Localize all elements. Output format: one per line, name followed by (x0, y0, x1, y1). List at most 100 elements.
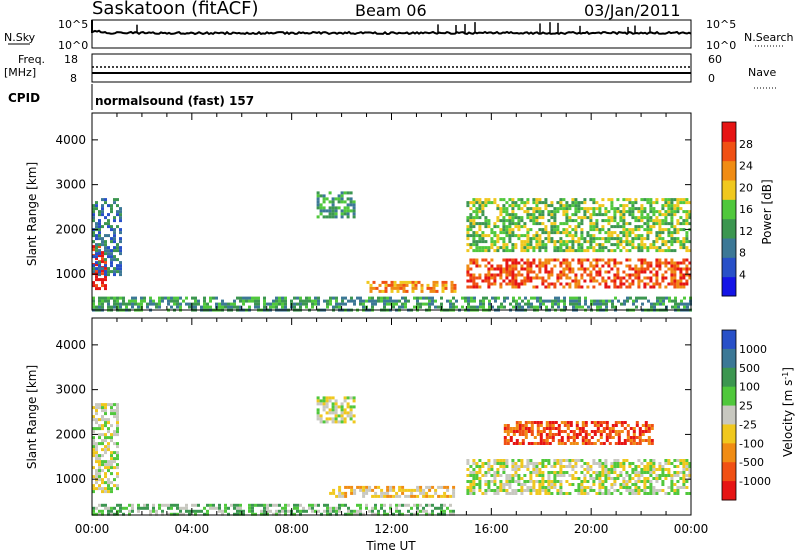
heatmap-cell (592, 234, 596, 238)
heatmap-cell (349, 197, 353, 201)
heatmap-cell (505, 459, 509, 462)
heatmap-cell (487, 276, 491, 280)
heatmap-cell (601, 483, 605, 486)
heatmap-cell (584, 299, 587, 303)
heatmap-cell (322, 200, 326, 204)
heatmap-cell (601, 471, 605, 474)
heatmap-cell (661, 489, 665, 492)
heatmap-cell (608, 442, 612, 445)
heatmap-cell (405, 283, 409, 287)
heatmap-cell (688, 249, 692, 253)
heatmap-cell (478, 465, 482, 468)
heatmap-cell (316, 417, 320, 421)
heatmap-cell (598, 465, 602, 468)
heatmap-cell (559, 231, 563, 235)
heatmap-cell (544, 198, 548, 202)
heatmap-cell (104, 249, 107, 253)
heatmap-cell (532, 471, 536, 474)
heatmap-cell (529, 459, 533, 462)
heatmap-cell (98, 427, 101, 431)
heatmap-cell (523, 480, 527, 483)
heatmap-cell (368, 488, 372, 492)
heatmap-cell (673, 225, 677, 229)
heatmap-cell (281, 305, 284, 309)
heatmap-cell (613, 231, 617, 235)
heatmap-cell (536, 433, 540, 436)
heatmap-cell (611, 305, 614, 309)
heatmap-cell (638, 427, 642, 430)
heatmap-cell (484, 462, 488, 465)
heatmap-cell (398, 509, 401, 513)
heatmap-cell (95, 269, 98, 273)
heatmap-cell (658, 264, 662, 268)
heatmap-cell (107, 270, 110, 274)
heatmap-cell (272, 305, 275, 309)
heatmap-cell (349, 396, 353, 400)
heatmap-cell (353, 512, 356, 516)
heatmap-cell (505, 282, 509, 286)
heatmap-cell (95, 257, 98, 261)
heatmap-cell (535, 465, 539, 468)
heatmap-cell (553, 264, 557, 268)
heatmap-cell (586, 240, 590, 244)
heatmap-cell (173, 302, 176, 306)
heatmap-cell (98, 237, 101, 241)
heatmap-cell (499, 459, 503, 462)
heatmap-cell (581, 427, 585, 430)
heatmap-cell (646, 231, 650, 235)
heatmap-cell (640, 246, 644, 250)
heatmap-cell (98, 213, 101, 217)
heatmap-cell (95, 267, 98, 271)
heatmap-cell (643, 465, 647, 468)
heatmap-cell (346, 396, 350, 400)
heatmap-cell (484, 240, 488, 244)
heatmap-cell (574, 213, 578, 217)
heatmap-cell (523, 246, 527, 250)
heatmap-cell (557, 302, 560, 306)
heatmap-cell (514, 480, 518, 483)
heatmap-cell (365, 485, 369, 489)
heatmap-cell (526, 198, 530, 202)
heatmap-cell (395, 509, 398, 513)
heatmap-cell (472, 222, 476, 226)
heatmap-cell (538, 240, 542, 244)
heatmap-cell (673, 267, 677, 271)
heatmap-cell (508, 225, 512, 229)
heatmap-cell (399, 283, 403, 287)
heatmap-cell (541, 471, 545, 474)
heatmap-cell (604, 474, 608, 477)
heatmap-cell (553, 240, 557, 244)
heatmap-cell (478, 483, 482, 486)
heatmap-cell (613, 489, 617, 492)
heatmap-cell (527, 430, 531, 433)
heatmap-cell (650, 302, 653, 306)
heatmap-cell (628, 474, 632, 477)
heatmap-cell (610, 471, 614, 474)
heatmap-cell (416, 302, 419, 306)
heatmap-cell (319, 194, 323, 198)
heatmap-cell (119, 228, 122, 232)
heatmap-cell (601, 480, 605, 483)
heatmap-cell (571, 258, 575, 262)
heatmap-cell (113, 270, 116, 274)
heatmap-cell (487, 261, 491, 265)
heatmap-cell (113, 484, 116, 488)
noise-panel: N.Sky 10^5 10^0 10^5 10^0 N.Search (4, 18, 794, 52)
heatmap-cell (493, 492, 497, 495)
heatmap-cell (517, 273, 521, 277)
heatmap-cell (670, 201, 674, 205)
heatmap-cell (194, 305, 197, 309)
heatmap-cell (613, 219, 617, 223)
heatmap-cell (343, 212, 347, 216)
heatmap-cell (628, 477, 632, 480)
heatmap-cell (673, 279, 677, 283)
heatmap-cell (565, 264, 569, 268)
heatmap-cell (634, 483, 638, 486)
heatmap-cell (469, 219, 473, 223)
heatmap-cell (314, 503, 317, 507)
heatmap-cell (92, 267, 95, 271)
heatmap-cell (221, 302, 224, 306)
heatmap-cell (230, 305, 233, 309)
heatmap-cell (536, 296, 539, 300)
